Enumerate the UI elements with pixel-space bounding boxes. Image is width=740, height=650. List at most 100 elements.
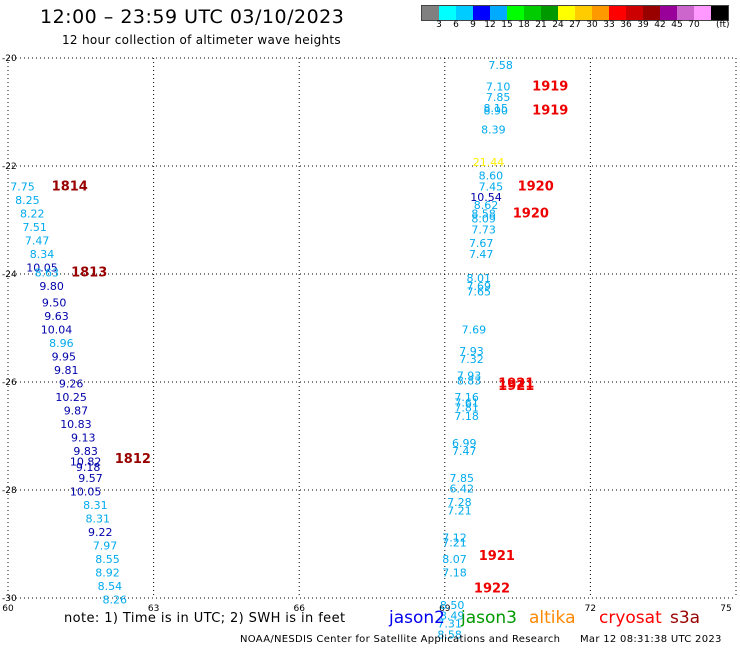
wave-height-label: 7.85	[450, 472, 475, 485]
wave-height-label: 7.21	[447, 504, 472, 517]
track-time-label: 1919	[532, 79, 568, 94]
wave-height-label: 9.22	[88, 526, 113, 539]
y-tick-label: -20	[2, 54, 17, 64]
wave-height-label: 8.58	[437, 629, 462, 642]
scale-label: 9	[470, 20, 476, 30]
wave-height-label: 8.39	[481, 124, 506, 137]
legend-item-s3a: s3a	[670, 608, 701, 628]
wave-height-label: 7.69	[462, 323, 487, 336]
wave-height-label: 7.16	[454, 391, 479, 404]
wave-height-label: 9.95	[52, 350, 77, 363]
scale-swatch	[473, 6, 490, 20]
scale-label: 70	[688, 20, 700, 30]
wave-height-label: 10.25	[55, 391, 87, 404]
scale-label: 18	[518, 20, 530, 30]
x-tick-label: 69	[439, 604, 451, 614]
y-tick-label: -22	[2, 162, 17, 172]
scale-label: 27	[569, 20, 581, 30]
wave-height-label: 9.18	[76, 461, 101, 474]
scale-swatch	[626, 6, 643, 20]
wave-height-label: 7.65	[467, 286, 492, 299]
wave-height-label: 8.01	[467, 272, 492, 285]
wave-height-label: 9.81	[54, 364, 79, 377]
scale-label: 36	[620, 20, 632, 30]
wave-height-label: 7.18	[442, 566, 467, 579]
scale-swatch	[609, 6, 626, 20]
wave-height-label: 8.31	[86, 512, 111, 525]
scale-label: 39	[637, 20, 649, 30]
track-time-label: 1921	[479, 549, 515, 564]
wave-height-label: 7.47	[469, 248, 494, 261]
wave-height-label: 8.15	[484, 102, 509, 115]
scale-label: 24	[552, 20, 564, 30]
chart-title: 12:00 – 23:59 UTC 03/10/2023	[40, 6, 345, 28]
track-time-label: 1813	[71, 266, 107, 281]
x-tick-label: 60	[2, 604, 14, 614]
chart-subtitle: 12 hour collection of altimeter wave hei…	[62, 33, 341, 47]
wave-height-label: 10.04	[41, 323, 73, 336]
wave-height-label: 7.81	[454, 402, 479, 415]
wave-height-label: 8.50	[440, 599, 465, 612]
wave-height-label: 8.34	[30, 248, 55, 261]
wave-height-label: 9.57	[78, 472, 103, 485]
wave-height-label: 8.63	[35, 267, 60, 280]
wave-height-label: 10.05	[26, 261, 58, 274]
wave-height-label: 9.80	[39, 280, 64, 293]
wave-height-label: 6.42	[450, 483, 475, 496]
wave-height-label: 7.93	[459, 345, 484, 358]
wave-height-label: 10.54	[470, 191, 502, 204]
wave-height-label: 7.93	[457, 369, 482, 382]
scale-swatch	[677, 6, 694, 20]
wave-height-label: 8.07	[442, 553, 467, 566]
wave-height-label: 8.31	[83, 499, 108, 512]
wave-height-label: 9.50	[42, 296, 67, 309]
wave-height-label: 8.96	[49, 337, 74, 350]
color-scale-unit: (ft)	[716, 20, 730, 30]
legend-item-jason3: jason3	[461, 608, 517, 628]
wave-height-label: 8.54	[98, 580, 123, 593]
y-tick-label: -24	[2, 270, 17, 280]
wave-height-label: 7.75	[10, 180, 35, 193]
wave-height-label: 7.85	[486, 91, 511, 104]
wave-height-label: 9.26	[59, 377, 84, 390]
scale-label: 12	[484, 20, 496, 30]
wave-height-label: 7.47	[452, 445, 477, 458]
scale-label: 30	[586, 20, 598, 30]
wave-height-label: 9.87	[64, 404, 89, 417]
wave-height-label: 7.47	[25, 234, 50, 247]
wave-height-label: 9.83	[73, 445, 98, 458]
wave-height-label: 7.51	[22, 221, 47, 234]
scale-swatch	[643, 6, 660, 20]
wave-height-label: 7.10	[486, 80, 511, 93]
wave-height-label: 8.58	[471, 207, 496, 220]
scale-label: 33	[603, 20, 615, 30]
scale-label: 6	[453, 20, 459, 30]
wave-height-label: 7.28	[447, 496, 472, 509]
wave-height-label: 7.69	[467, 280, 492, 293]
y-tick-label: -26	[2, 378, 17, 388]
color-scale-bar	[421, 5, 729, 21]
footer-timestamp: Mar 12 08:31:38 UTC 2023	[580, 634, 722, 645]
wave-height-label: 9.63	[44, 310, 69, 323]
wave-height-label: 8.60	[479, 170, 504, 183]
wave-height-label: 7.58	[488, 59, 513, 72]
wave-height-label: 8.90	[484, 105, 509, 118]
track-time-label: 1920	[518, 179, 554, 194]
wave-height-label: 7.45	[479, 180, 504, 193]
scale-label: 42	[654, 20, 666, 30]
x-tick-label: 63	[148, 604, 159, 614]
track-time-label: 1921	[498, 376, 534, 391]
legend-item-jason2: jason2	[389, 608, 445, 628]
x-tick-label: 75	[720, 604, 731, 614]
x-tick-label: 72	[585, 604, 596, 614]
track-time-label: 1921	[498, 379, 534, 394]
wave-height-label: 7.18	[454, 410, 479, 423]
scale-swatch	[507, 6, 524, 20]
wave-height-label: 8.62	[474, 199, 499, 212]
scale-swatch	[660, 6, 677, 20]
scale-label: 3	[436, 20, 442, 30]
y-tick-label: -28	[2, 486, 17, 496]
wave-height-label: 8.26	[103, 593, 128, 606]
scale-swatch	[558, 6, 575, 20]
track-time-label: 1919	[532, 104, 568, 119]
